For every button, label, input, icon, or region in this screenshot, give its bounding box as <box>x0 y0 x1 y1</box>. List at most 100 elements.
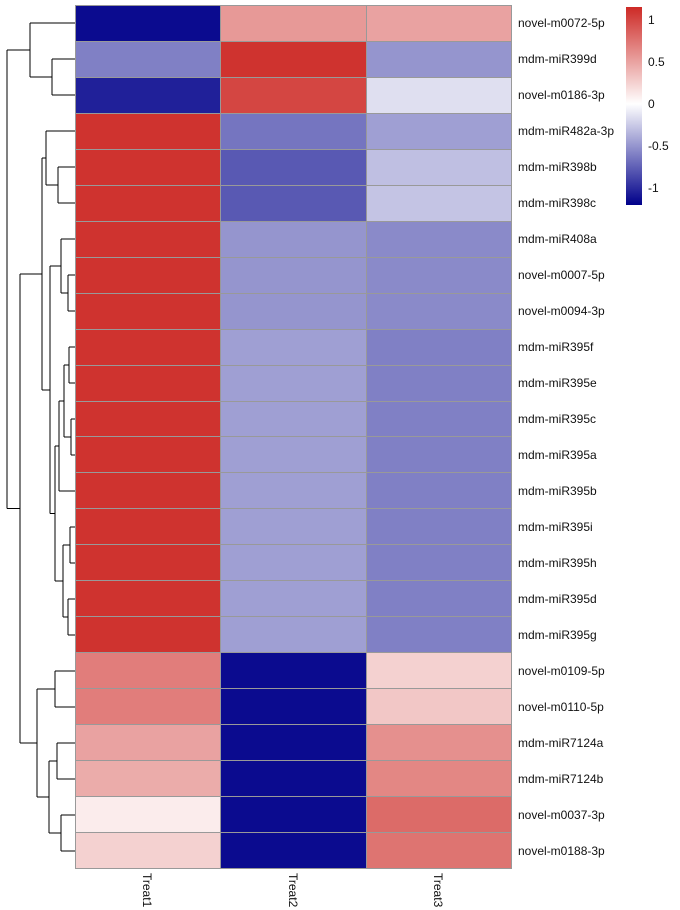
heatmap-cell <box>221 617 366 653</box>
heatmap-cell <box>366 149 511 185</box>
heatmap-cell <box>76 401 221 437</box>
heatmap-cell <box>366 509 511 545</box>
heatmap-cell <box>76 509 221 545</box>
row-label: novel-m0188-3p <box>518 844 605 858</box>
row-label: novel-m0186-3p <box>518 88 605 102</box>
row-label: mdm-miR399d <box>518 52 597 66</box>
row-label: mdm-miR482a-3p <box>518 124 615 138</box>
heatmap-cell <box>221 257 366 293</box>
heatmap-cell <box>76 725 221 761</box>
heatmap-cell <box>221 113 366 149</box>
heatmap-cell <box>366 329 511 365</box>
heatmap-cell <box>76 617 221 653</box>
heatmap-cell <box>221 473 366 509</box>
heatmap-cell <box>76 185 221 221</box>
heatmap-cell <box>221 221 366 257</box>
heatmap-cell <box>221 293 366 329</box>
heatmap-cell <box>221 401 366 437</box>
legend-gradient <box>626 7 642 205</box>
heatmap-cell <box>221 437 366 473</box>
heatmap-cell <box>76 41 221 77</box>
heatmap-cell <box>366 113 511 149</box>
heatmap-cell <box>221 509 366 545</box>
legend-tick-label: -0.5 <box>648 139 669 154</box>
row-label: mdm-miR395i <box>518 520 593 534</box>
heatmap-cell <box>76 761 221 797</box>
heatmap-cell <box>76 293 221 329</box>
row-label: mdm-miR395a <box>518 448 597 462</box>
column-label: Treat1 <box>139 873 154 908</box>
row-label: mdm-miR7124b <box>518 772 604 786</box>
heatmap-cell <box>76 797 221 833</box>
heatmap-cell <box>221 581 366 617</box>
heatmap-cell <box>366 6 511 41</box>
row-label: mdm-miR395g <box>518 628 597 642</box>
heatmap-cell <box>366 545 511 581</box>
heatmap-cell <box>366 365 511 401</box>
row-label: novel-m0094-3p <box>518 304 605 318</box>
heatmap-cell <box>76 365 221 401</box>
legend-tick-label: -1 <box>648 181 659 196</box>
heatmap-cell <box>76 329 221 365</box>
row-dendrogram <box>6 22 75 852</box>
row-label: mdm-miR7124a <box>518 736 604 750</box>
heatmap-cell <box>76 545 221 581</box>
row-label: mdm-miR398b <box>518 160 597 174</box>
heatmap-cell <box>366 41 511 77</box>
heatmap-cell <box>366 617 511 653</box>
heatmap-cell <box>76 833 221 868</box>
heatmap-cell <box>221 185 366 221</box>
heatmap-cell <box>366 473 511 509</box>
column-label: Treat2 <box>285 873 300 908</box>
heatmap-cell <box>221 761 366 797</box>
row-label: novel-m0109-5p <box>518 664 605 678</box>
column-label: Treat3 <box>431 873 446 908</box>
heatmap-cell <box>366 689 511 725</box>
heatmap-cell <box>221 41 366 77</box>
heatmap-cell <box>221 329 366 365</box>
heatmap-cell <box>366 401 511 437</box>
heatmap-cell <box>366 761 511 797</box>
heatmap-cell <box>366 833 511 868</box>
legend-tick-label: 0.5 <box>648 54 665 69</box>
row-label: mdm-miR395c <box>518 412 597 426</box>
row-label: mdm-miR395d <box>518 592 597 606</box>
heatmap-cell <box>366 797 511 833</box>
heatmap-cell <box>76 437 221 473</box>
heatmap-cell <box>221 653 366 689</box>
heatmap-grid <box>75 5 512 869</box>
heatmap-cell <box>221 149 366 185</box>
heatmap-cell <box>76 6 221 41</box>
row-label: mdm-miR395b <box>518 484 597 498</box>
legend-tick-label: 0 <box>648 96 655 111</box>
heatmap-cell <box>366 185 511 221</box>
row-label: novel-m0037-3p <box>518 808 605 822</box>
heatmap-cell <box>76 257 221 293</box>
row-label: novel-m0072-5p <box>518 16 605 30</box>
row-label: mdm-miR408a <box>518 232 597 246</box>
heatmap-cell <box>366 653 511 689</box>
heatmap-cell <box>366 257 511 293</box>
row-label: mdm-miR395h <box>518 556 597 570</box>
heatmap-cell <box>366 77 511 113</box>
heatmap-cell <box>76 149 221 185</box>
heatmap-cell <box>221 797 366 833</box>
row-label: mdm-miR398c <box>518 196 597 210</box>
heatmap-cell <box>76 689 221 725</box>
row-label: novel-m0110-5p <box>518 700 604 714</box>
heatmap-cell <box>366 725 511 761</box>
heatmap-cell <box>366 437 511 473</box>
row-label: mdm-miR395f <box>518 340 594 354</box>
heatmap-cell <box>366 221 511 257</box>
heatmap-cell <box>221 689 366 725</box>
heatmap-cell <box>221 6 366 41</box>
heatmap-cell <box>366 293 511 329</box>
heatmap-cell <box>221 77 366 113</box>
heatmap-cell <box>366 581 511 617</box>
legend-tick-label: 1 <box>648 12 655 27</box>
heatmap-cell <box>76 113 221 149</box>
heatmap-cell <box>76 77 221 113</box>
heatmap-cell <box>221 545 366 581</box>
row-label: mdm-miR395e <box>518 376 597 390</box>
